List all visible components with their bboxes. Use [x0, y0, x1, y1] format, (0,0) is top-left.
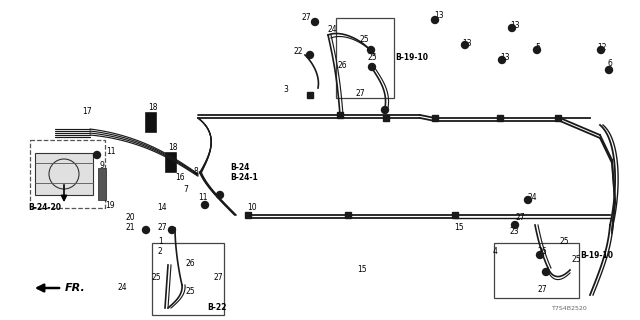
- Bar: [307, 92, 313, 98]
- Text: B-24: B-24: [230, 164, 250, 172]
- Text: 11: 11: [106, 148, 115, 156]
- Bar: [497, 115, 503, 121]
- Bar: [345, 212, 351, 218]
- Text: 27: 27: [158, 223, 168, 233]
- Text: 13: 13: [462, 38, 472, 47]
- Text: B-24-1: B-24-1: [230, 173, 258, 182]
- Text: B-24-20: B-24-20: [28, 203, 61, 212]
- Bar: [494, 243, 579, 298]
- Bar: [383, 115, 389, 121]
- Bar: [337, 112, 343, 118]
- Circle shape: [605, 67, 612, 74]
- Text: 24: 24: [528, 194, 538, 203]
- Text: 13: 13: [510, 20, 520, 29]
- Bar: [555, 115, 561, 121]
- Text: 12: 12: [597, 43, 607, 52]
- Text: B-19-10: B-19-10: [580, 251, 613, 260]
- Circle shape: [511, 221, 518, 228]
- Text: 24: 24: [118, 284, 127, 292]
- Text: 2: 2: [158, 247, 163, 257]
- Text: 4: 4: [493, 247, 498, 257]
- Text: 22: 22: [293, 47, 303, 57]
- Text: 18: 18: [148, 103, 157, 113]
- Text: 13: 13: [434, 11, 444, 20]
- Circle shape: [543, 268, 550, 276]
- Bar: [145, 112, 156, 132]
- Text: 16: 16: [175, 173, 184, 182]
- Circle shape: [202, 202, 209, 209]
- Text: 27: 27: [516, 213, 525, 222]
- Text: 25: 25: [560, 237, 570, 246]
- Circle shape: [598, 46, 605, 53]
- Text: 15: 15: [454, 223, 463, 233]
- Bar: [35, 153, 93, 195]
- Text: 24: 24: [328, 26, 338, 35]
- Circle shape: [381, 107, 388, 114]
- Text: 8: 8: [194, 167, 199, 177]
- Bar: [98, 168, 106, 200]
- Text: 19: 19: [105, 201, 115, 210]
- Bar: [30, 140, 105, 208]
- Bar: [452, 212, 458, 218]
- Circle shape: [509, 25, 515, 31]
- Bar: [245, 212, 251, 218]
- Text: 9: 9: [100, 161, 105, 170]
- Text: B-22: B-22: [207, 303, 227, 313]
- Circle shape: [307, 52, 314, 59]
- Text: 26: 26: [538, 247, 548, 257]
- Text: 27: 27: [302, 13, 312, 22]
- Circle shape: [168, 227, 175, 234]
- Text: 25: 25: [185, 287, 195, 297]
- Circle shape: [536, 252, 543, 259]
- Circle shape: [534, 46, 541, 53]
- Text: 27: 27: [214, 274, 223, 283]
- Bar: [432, 115, 438, 121]
- Text: 10: 10: [247, 204, 257, 212]
- Circle shape: [93, 151, 100, 158]
- Text: 1: 1: [158, 237, 163, 246]
- Text: T7S4B2520: T7S4B2520: [552, 306, 588, 310]
- Text: 26: 26: [338, 60, 348, 69]
- Text: B-19-10: B-19-10: [395, 53, 428, 62]
- Bar: [152, 243, 224, 315]
- Text: 5: 5: [535, 44, 540, 52]
- Text: 6: 6: [608, 59, 613, 68]
- Text: 25: 25: [152, 274, 162, 283]
- Text: 17: 17: [82, 108, 92, 116]
- Text: 11: 11: [198, 194, 207, 203]
- Text: 25: 25: [368, 53, 378, 62]
- Text: 21: 21: [126, 223, 136, 233]
- Text: 25: 25: [572, 255, 582, 265]
- Text: 15: 15: [357, 266, 367, 275]
- Circle shape: [369, 63, 376, 70]
- Circle shape: [312, 19, 319, 26]
- Text: 26: 26: [185, 259, 195, 268]
- Text: FR.: FR.: [65, 283, 86, 293]
- Bar: [336, 18, 394, 98]
- Circle shape: [431, 17, 438, 23]
- Bar: [165, 152, 176, 172]
- Text: 25: 25: [360, 36, 370, 44]
- Circle shape: [525, 196, 531, 204]
- Text: 14: 14: [157, 204, 166, 212]
- Text: 23: 23: [510, 228, 520, 236]
- Text: 13: 13: [500, 52, 509, 61]
- Circle shape: [499, 57, 506, 63]
- Text: 18: 18: [168, 143, 177, 153]
- Circle shape: [367, 46, 374, 53]
- Text: 27: 27: [355, 89, 365, 98]
- Text: 3: 3: [283, 85, 288, 94]
- Text: 7: 7: [183, 186, 188, 195]
- Circle shape: [461, 42, 468, 49]
- Text: 27: 27: [537, 285, 547, 294]
- Text: 20: 20: [126, 213, 136, 222]
- Circle shape: [143, 227, 150, 234]
- Circle shape: [216, 191, 223, 198]
